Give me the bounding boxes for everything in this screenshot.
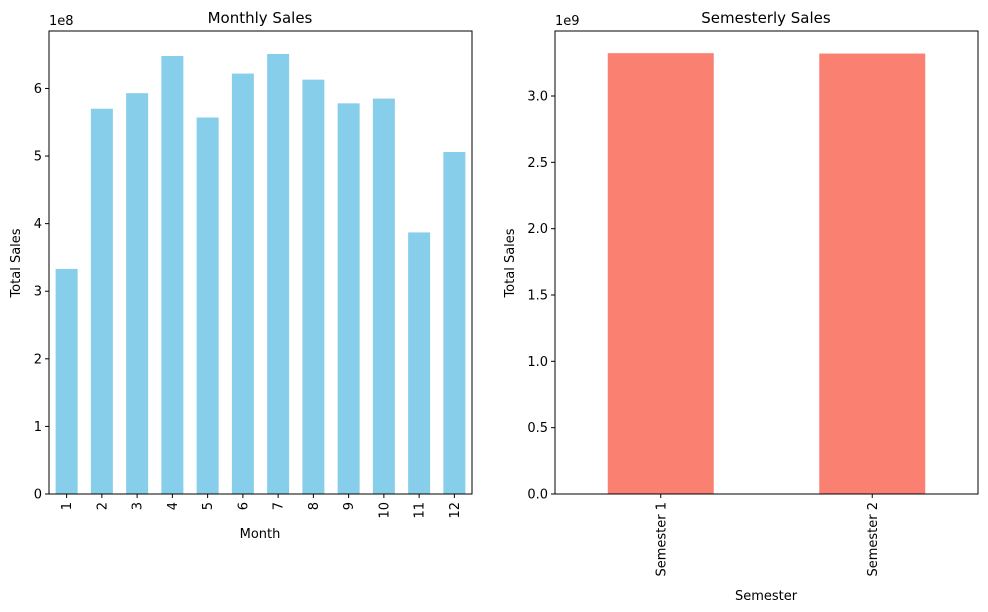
y-tick-label: 5: [34, 150, 42, 165]
plot-frame: [48, 30, 473, 495]
y-tick-label: 3.0: [527, 90, 548, 105]
x-tick-label: Semester 2: [866, 502, 881, 577]
bar-1: [55, 268, 78, 494]
bar-3: [126, 93, 149, 494]
x-tick-label: 4: [166, 502, 181, 510]
y-tick-label: 1.0: [527, 355, 548, 370]
y-tick-label: 2.5: [527, 156, 548, 171]
y-tick-label: 3: [34, 285, 42, 300]
x-ticks: Semester 1 Semester 2: [654, 494, 881, 577]
bar-5: [196, 117, 219, 494]
chart-title: Semesterly Sales: [701, 9, 831, 27]
semesterly-sales-chart: Semesterly Sales 1e9 0.0 0.5 1.0 1.5 2.0 2.5 3…: [503, 9, 979, 604]
bar-12: [443, 151, 466, 494]
y-tick-label: 0.5: [527, 421, 548, 436]
bar-11: [408, 232, 431, 495]
x-tick-label: 10: [377, 502, 392, 519]
bar-6: [231, 73, 254, 494]
y-axis-label: Total Sales: [503, 228, 518, 298]
plot-frame: [554, 30, 979, 495]
bars: [607, 53, 926, 494]
x-tick-label: 8: [307, 502, 322, 510]
y-ticks: 0.0 0.5 1.0 1.5 2.0 2.5 3.0: [527, 90, 555, 503]
y-tick-label: 4: [34, 217, 42, 232]
bars: [55, 53, 466, 495]
y-tick-label: 6: [34, 82, 42, 97]
bar-10: [372, 98, 395, 494]
x-tick-label: 11: [413, 502, 428, 519]
x-tick-label: 2: [95, 502, 110, 510]
x-tick-label: 5: [201, 502, 216, 510]
y-tick-label: 0.0: [527, 488, 548, 503]
y-axis-label: Total Sales: [9, 228, 24, 298]
chart-title: Monthly Sales: [208, 9, 313, 27]
bar-9: [337, 103, 360, 494]
bar-4: [161, 56, 184, 494]
x-tick-label: 7: [272, 502, 287, 510]
y-tick-label: 0: [34, 488, 42, 503]
bar-7: [267, 53, 290, 495]
x-axis-label: Month: [240, 527, 281, 542]
y-tick-label: 2.0: [527, 222, 548, 237]
x-tick-label: 6: [236, 502, 251, 510]
y-offset-label: 1e9: [555, 14, 580, 29]
x-tick-label: 12: [448, 502, 463, 519]
y-tick-label: 1: [34, 420, 42, 435]
bar-semester-2: [819, 53, 926, 494]
x-tick-label: 1: [60, 502, 75, 510]
y-tick-label: 1.5: [527, 289, 548, 304]
x-ticks: 1 2 3 4 5 6 7 8 9 10 11 12: [60, 494, 463, 519]
bar-8: [302, 79, 325, 494]
y-tick-label: 2: [34, 352, 42, 367]
y-offset-label: 1e8: [49, 14, 74, 29]
x-tick-label: 9: [342, 502, 357, 510]
x-tick-label: 3: [131, 502, 146, 510]
bar-semester-1: [607, 53, 714, 494]
y-ticks: 0 1 2 3 4 5 6: [34, 82, 49, 503]
x-tick-label: Semester 1: [654, 502, 669, 577]
bar-2: [90, 108, 113, 495]
x-axis-label: Semester: [735, 589, 798, 604]
